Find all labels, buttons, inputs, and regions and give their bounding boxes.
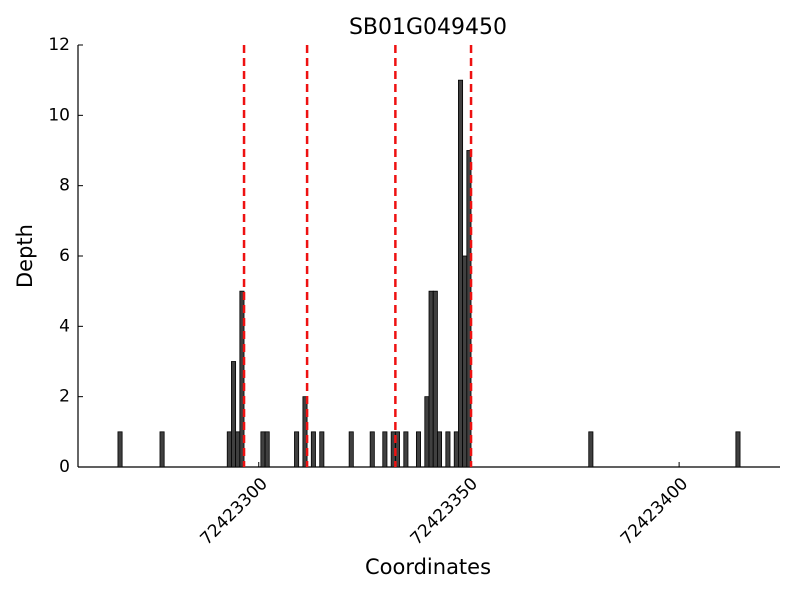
bar [437,431,443,468]
bar [428,290,434,468]
chart-title: SB01G049450 [349,15,507,40]
x-axis-label: Coordinates [365,555,491,579]
bar [117,431,123,468]
x-tick-label: 72423300 [196,474,271,549]
bar [403,431,409,468]
bar [432,290,438,468]
bar [226,431,232,468]
bar [588,431,594,468]
bar [735,431,741,468]
y-tick-label: 6 [59,246,70,266]
bar [348,431,354,468]
y-tick-label: 2 [59,387,70,407]
bar [462,255,468,468]
x-tick-label: 72423400 [617,474,692,549]
y-tick-label: 4 [59,316,70,336]
bar [382,431,388,468]
bar [235,431,241,468]
y-axis-label: Depth [13,224,37,288]
x-tick-label: 72423350 [407,474,482,549]
bar [453,431,459,468]
bar [319,431,325,468]
y-tick-label: 12 [48,35,70,55]
bar [159,431,165,468]
bar [264,431,270,468]
bar [239,290,245,468]
bar [415,431,421,468]
bar [294,431,300,468]
bar [231,361,237,468]
bar [458,79,464,468]
bar [424,396,430,468]
y-tick-label: 10 [48,105,70,125]
bar [445,431,451,468]
bar [310,431,316,468]
y-tick-label: 8 [59,176,70,196]
bar [260,431,266,468]
y-tick-label: 0 [59,457,70,477]
bar [302,396,308,468]
bar [369,431,375,468]
